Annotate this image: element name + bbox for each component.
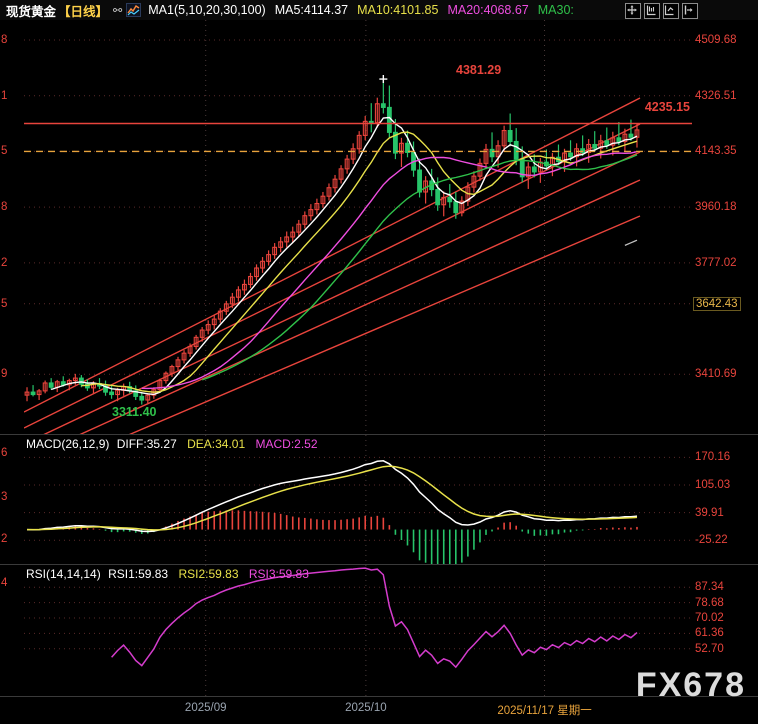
date-labels: 2025/09 2025/10 2025/11/17 星期一 — [24, 697, 692, 724]
rsi1-value: RSI1:59.83 — [108, 567, 169, 581]
date-label: 2025/11/17 星期一 — [497, 705, 592, 717]
rsi-title: RSI(14,14,14) — [26, 567, 101, 581]
low-price-tag: 3311.40 — [112, 405, 157, 419]
rsi-plot-area[interactable] — [24, 565, 692, 697]
macd-dea-value: DEA:34.01 — [187, 437, 246, 451]
macd-plot-area[interactable] — [24, 435, 692, 565]
price-left-axis-label: 1 — [1, 89, 8, 102]
current-price-tag: 4235.15 — [644, 100, 690, 114]
scale-left-icon[interactable] — [644, 3, 660, 19]
price-left-axis-label: 8 — [1, 34, 8, 46]
rsi-panel: RSI(14,14,14) RSI1:59.83 RSI2:59.83 RSI3… — [0, 564, 758, 697]
macd-axis-label: 105.03 — [695, 479, 731, 492]
macd-axis-label: 170.16 — [695, 451, 731, 464]
shift-right-icon[interactable] — [682, 3, 698, 19]
ma30-value: MA30: — [537, 3, 574, 17]
rsi-axis-label: 70.02 — [695, 611, 724, 624]
rsi-axis-label: 87.34 — [695, 581, 724, 594]
ma20-value: MA20:4068.67 — [447, 3, 529, 17]
symbol-name: 现货黄金 — [6, 3, 57, 19]
rsi-chart — [24, 565, 692, 697]
macd-right-axis: 170.16 105.03 39.91 -25.22 — [692, 435, 758, 565]
price-left-axis-label: 8 — [1, 201, 8, 214]
period-label: 【日线】 — [58, 3, 109, 19]
price-axis-label: 3410.69 — [695, 368, 737, 381]
macd-legend: MACD(26,12,9) DIFF:35.27 DEA:34.01 MACD:… — [26, 437, 318, 451]
rsi-axis-label: 78.68 — [695, 596, 724, 609]
macd-diff-value: DIFF:35.27 — [116, 437, 177, 451]
macd-left-axis-label: 3 — [1, 491, 8, 503]
macd-left-axis: 6 3 2 — [0, 435, 24, 565]
price-axis-label: 3960.18 — [695, 201, 737, 214]
chart-icon[interactable] — [126, 3, 142, 17]
price-left-axis-label: 2 — [1, 256, 8, 269]
high-price-tag: 4381.29 — [456, 63, 502, 77]
macd-left-axis-label: 2 — [1, 533, 8, 545]
price-plot-area[interactable]: 4381.29 3311.40 4235.15 — [24, 20, 692, 434]
date-label: 2025/10 — [345, 702, 387, 714]
date-axis: 2025/09 2025/10 2025/11/17 星期一 — [0, 696, 758, 724]
macd-panel: MACD(26,12,9) DIFF:35.27 DEA:34.01 MACD:… — [0, 434, 758, 565]
rsi2-value: RSI2:59.83 — [178, 567, 239, 581]
rsi-axis-label: 61.36 — [695, 627, 724, 640]
price-left-axis-label: 5 — [1, 297, 8, 310]
rsi-legend: RSI(14,14,14) RSI1:59.83 RSI2:59.83 RSI3… — [26, 567, 309, 581]
ma5-value: MA5:4114.37 — [274, 3, 349, 17]
macd-macd-value: MACD:2.52 — [255, 437, 318, 451]
price-axis-label: 4326.51 — [695, 89, 737, 102]
chart-toolbar — [625, 3, 698, 19]
price-left-axis: 8 1 5 8 2 5 9 — [0, 20, 24, 434]
date-label: 2025/09 — [184, 702, 227, 714]
price-right-axis: 4509.68 4326.51 4143.35 3960.18 3777.02 3642.… — [692, 20, 758, 434]
watermark: FX678 — [635, 666, 746, 704]
macd-axis-label: 39.91 — [695, 506, 724, 519]
globe-icon[interactable]: ⚯ — [113, 4, 123, 17]
rsi-left-axis-label: 4 — [1, 577, 8, 589]
rsi-left-axis: 4 — [0, 565, 24, 697]
price-axis-label: 3642.43 — [693, 296, 741, 311]
price-axis-label: 4509.68 — [695, 34, 737, 46]
macd-axis-label: -25.22 — [695, 534, 728, 547]
rsi-axis-label: 52.70 — [695, 642, 724, 655]
price-axis-label: 3777.02 — [695, 256, 737, 269]
crosshair-icon[interactable] — [625, 3, 641, 19]
scale-right-icon[interactable] — [663, 3, 679, 19]
chart-header: 现货黄金 【日线】 ⚯ MA1(5,10,20,30,100) MA5:4114… — [0, 0, 758, 20]
rsi-right-axis: 87.34 78.68 70.02 61.36 52.70 — [692, 565, 758, 697]
macd-title: MACD(26,12,9) — [26, 437, 110, 451]
price-left-axis-label: 9 — [1, 368, 8, 381]
rsi3-value: RSI3:59.83 — [248, 567, 309, 581]
price-axis-label: 4143.35 — [695, 145, 737, 158]
candlestick-chart — [24, 20, 692, 434]
price-left-axis-label: 5 — [1, 145, 8, 158]
macd-left-axis-label: 6 — [1, 447, 8, 459]
macd-chart — [24, 435, 692, 565]
ma-indicator-label: MA1(5,10,20,30,100) — [148, 3, 266, 17]
ma10-value: MA10:4101.85 — [357, 3, 439, 17]
